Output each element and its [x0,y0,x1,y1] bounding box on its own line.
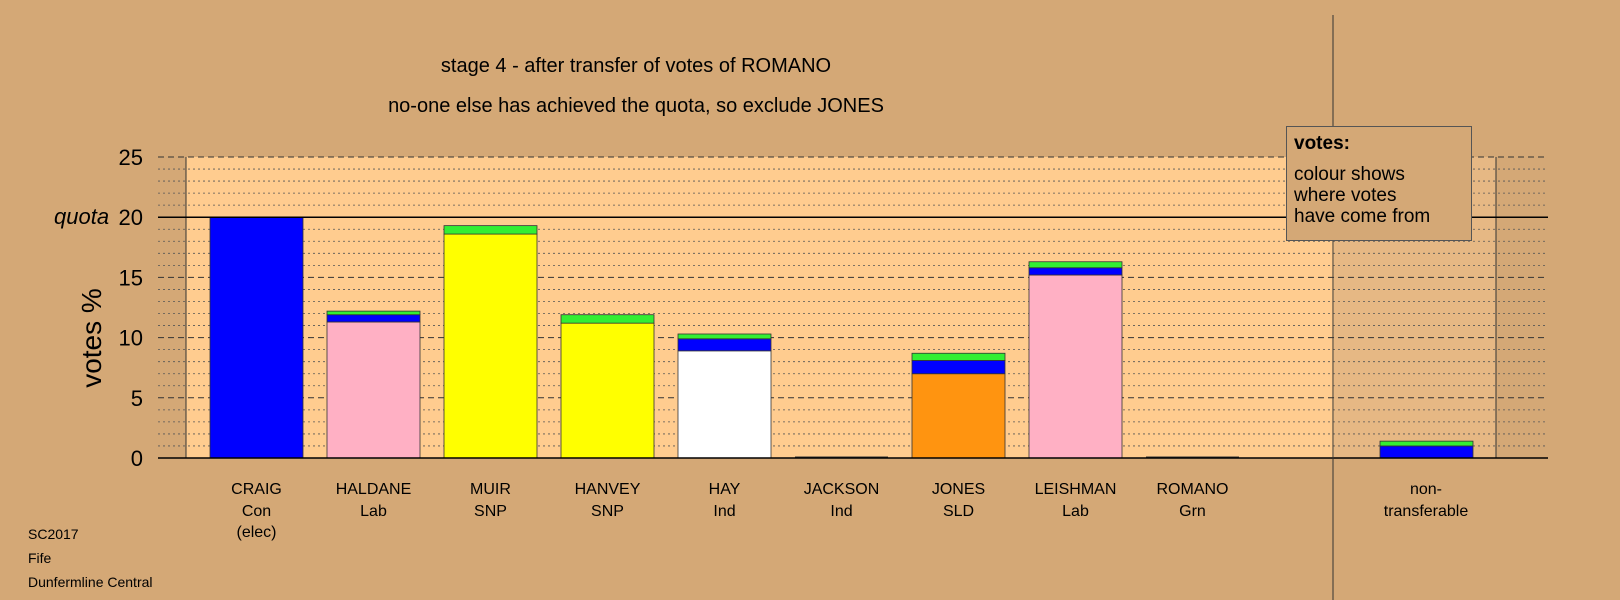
candidate-party-hay: Ind [713,503,735,520]
candidate-party-jackson: Ind [830,503,852,520]
candidate-name-craig: CRAIG [231,481,282,498]
bar-leishman-segment [1028,261,1123,269]
candidate-party-muir: SNP [474,503,507,520]
bar-leishman-segment [1028,267,1123,276]
candidate-party-hanvey: SNP [591,503,624,520]
legend-box: votes: colour shows where votes have com… [1286,126,1472,241]
candidate-name-leishman: LEISHMAN [1035,481,1117,498]
bar-nontransferable-segment [1379,440,1474,447]
bar-leishman-segment [1028,274,1123,459]
bar-hay-segment [677,338,772,352]
y-tick-label: 5 [131,386,143,411]
nontransferable-label-2: transferable [1384,503,1469,520]
legend-line-2: where votes [1294,185,1397,206]
bar-hay-segment [677,333,772,340]
bar-nontransferable-segment [1379,445,1474,459]
bar-hanvey-segment [560,322,655,459]
bar-jones-segment [911,352,1006,361]
candidate-party-craig: Con [242,503,271,520]
bar-muir-segment [443,233,538,459]
y-tick-label: 25 [119,145,143,170]
footer-ward: Dunfermline Central [28,574,153,590]
candidate-note-craig: (elec) [236,524,276,541]
candidate-name-jackson: JACKSON [804,481,880,498]
bar-hanvey-segment [560,314,655,324]
chart-title: stage 4 - after transfer of votes of ROM… [441,55,831,77]
candidate-name-haldane: HALDANE [336,481,412,498]
quota-label: quota [54,204,109,229]
nontransferable-label-1: non- [1410,481,1442,498]
legend-line-1: colour shows [1294,164,1405,185]
bar-jones-segment [911,360,1006,375]
bar-muir-segment [443,225,538,235]
legend-title: votes: [1294,133,1350,154]
candidate-party-jones: SLD [943,503,974,520]
candidate-party-leishman: Lab [1062,503,1089,520]
candidate-name-romano: ROMANO [1157,481,1229,498]
bar-haldane-segment [326,314,421,323]
bar-haldane-segment [326,321,421,459]
y-tick-label: 15 [119,265,143,290]
bar-haldane-segment [326,310,421,316]
y-tick-label: 0 [131,446,143,471]
bar-jones-segment [911,373,1006,459]
footer-council: Fife [28,550,52,566]
candidate-name-hay: HAY [709,481,741,498]
y-tick-label: 10 [119,326,143,351]
candidate-party-haldane: Lab [360,503,387,520]
chart-subtitle: no-one else has achieved the quota, so e… [388,95,884,117]
candidate-name-hanvey: HANVEY [575,481,641,498]
y-axis-label: votes % [76,288,107,388]
bar-craig-segment [209,216,304,459]
candidate-name-muir: MUIR [470,481,511,498]
legend-line-3: have come from [1294,206,1431,227]
footer-election: SC2017 [28,526,79,542]
candidate-name-jones: JONES [932,481,985,498]
footer: SC2017 Fife Dunfermline Central [28,522,153,594]
y-tick-label: 20 [119,205,143,230]
bar-hay-segment [677,350,772,459]
candidate-party-romano: Grn [1179,503,1206,520]
